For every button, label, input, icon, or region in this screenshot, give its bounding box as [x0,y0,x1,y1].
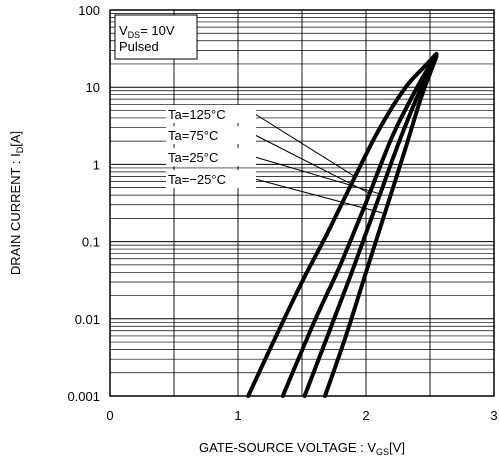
x-tick-labels: 0 1 2 3 [106,408,497,423]
legend-label: Ta=−25°C [168,172,226,187]
series-line [323,54,439,398]
legend-label-bg [166,126,256,144]
series-line [280,53,439,398]
legend-leader-line [254,134,371,194]
y-tick-label: 10 [86,80,100,95]
y-tick-label: 0.1 [82,235,100,250]
legend-label: Ta=25°C [168,150,218,165]
x-tick-label: 0 [106,408,113,423]
legend-leader-lines [254,113,386,215]
y-tick-label: 100 [78,3,100,18]
y-tick-label: 0.01 [75,312,100,327]
legend-label-bg [166,105,256,123]
y-tick-label: 0.001 [67,389,100,404]
legend-leader-line [254,113,355,177]
annotation-vds: VDS= 10V [119,23,175,40]
x-tick-label: 3 [490,408,497,423]
legend-leader-line [254,156,382,195]
annotation-box: VDS= 10V Pulsed [114,14,198,60]
annotation-frame [114,14,198,60]
legend-label-bg [166,170,256,188]
legend-label-bg [166,148,256,166]
plot-frame [109,9,495,397]
legend-leader-line [254,178,386,215]
legend-label: Ta=75°C [168,128,218,143]
y-tick-labels: 0.001 0.01 0.1 1 10 100 [67,3,100,404]
x-axis-label: GATE-SOURCE VOLTAGE : VGS[V] [199,440,405,457]
x-tick-label: 1 [234,408,241,423]
x-tick-label: 2 [362,408,369,423]
legend-label: Ta=125°C [168,107,226,122]
y-tick-label: 1 [93,157,100,172]
annotation-pulsed: Pulsed [119,39,159,54]
series-curves [246,51,439,398]
series-line [246,51,439,398]
legend: Ta=125°C Ta=75°C Ta=25°C Ta=−25°C [166,105,256,188]
y-axis-label: DRAIN CURRENT : ID[A] [8,131,25,275]
